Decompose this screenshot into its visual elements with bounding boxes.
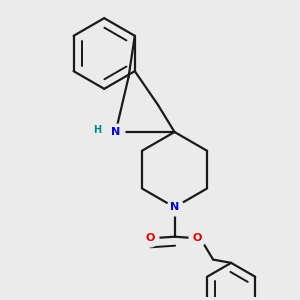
Text: N: N bbox=[170, 202, 179, 212]
Text: O: O bbox=[145, 233, 155, 243]
Text: O: O bbox=[193, 233, 202, 243]
Text: H: H bbox=[94, 125, 102, 135]
Text: N: N bbox=[111, 127, 120, 137]
